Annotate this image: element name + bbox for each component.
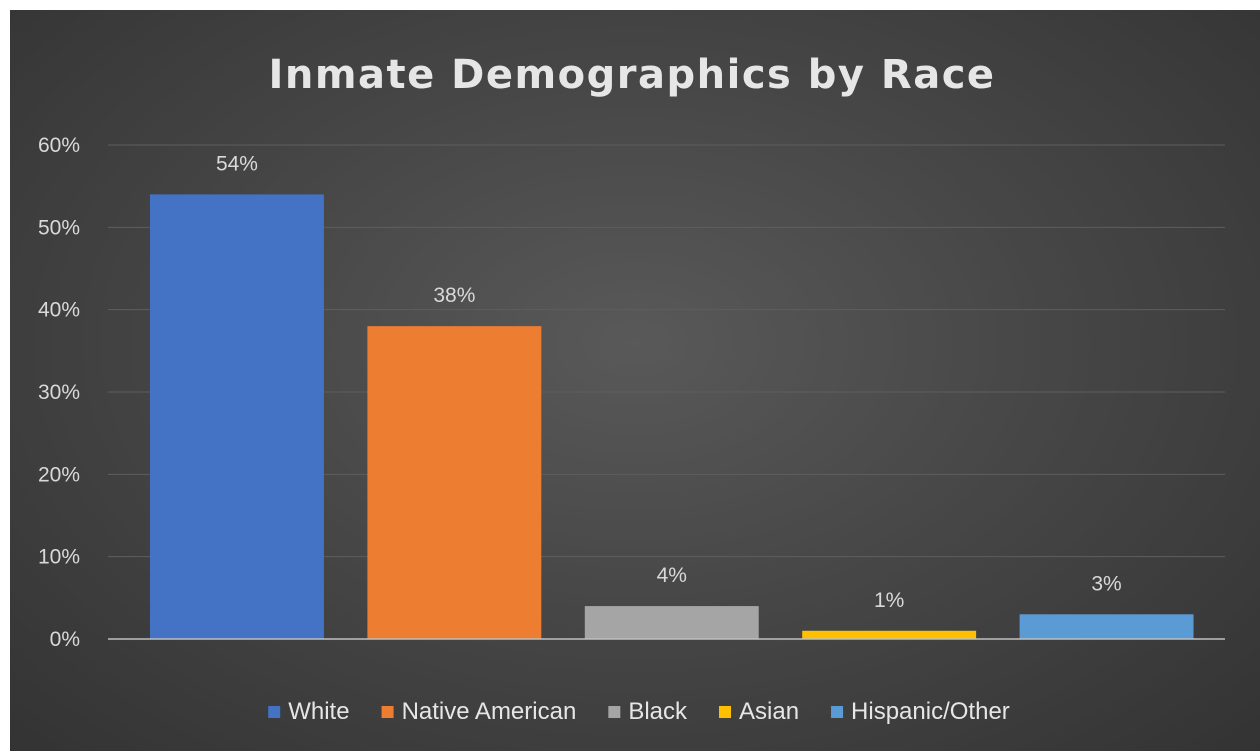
data-label: 1%: [874, 589, 904, 612]
bar-native-american: [367, 326, 542, 639]
data-label: 4%: [657, 564, 687, 587]
bars: [150, 194, 1194, 639]
data-labels: 54% 38% 4% 1% 3%: [216, 152, 1122, 611]
y-tick-label: 60%: [38, 134, 80, 157]
bar-hispanic-other: [1019, 614, 1194, 639]
y-tick-label: 40%: [38, 299, 80, 322]
legend-swatch: [719, 706, 732, 718]
legend: White Native American Black Asian Hispanic/O…: [268, 698, 1010, 725]
legend-swatch: [381, 706, 394, 718]
legend-label: Asian: [739, 698, 799, 725]
bar-white: [150, 194, 324, 639]
chart-title: Inmate Demographics by Race: [268, 52, 995, 98]
bar-asian: [802, 630, 977, 639]
legend-label: Native American: [402, 698, 577, 725]
y-tick-label: 20%: [38, 463, 80, 486]
legend-label: White: [288, 698, 349, 725]
legend-label: Black: [628, 698, 688, 725]
data-label: 54%: [216, 152, 258, 175]
y-tick-label: 10%: [38, 546, 80, 569]
y-axis-ticks: 0% 10% 20% 30% 40% 50% 60%: [38, 134, 80, 651]
legend-swatch: [608, 706, 621, 718]
legend-swatch: [268, 706, 281, 718]
legend-label: Hispanic/Other: [851, 698, 1010, 725]
y-tick-label: 30%: [38, 381, 80, 404]
data-label: 3%: [1091, 572, 1121, 595]
y-tick-label: 50%: [38, 216, 80, 239]
data-label: 38%: [433, 284, 475, 307]
bar-black: [584, 606, 759, 639]
y-tick-label: 0%: [50, 628, 80, 651]
legend-swatch: [831, 706, 844, 718]
